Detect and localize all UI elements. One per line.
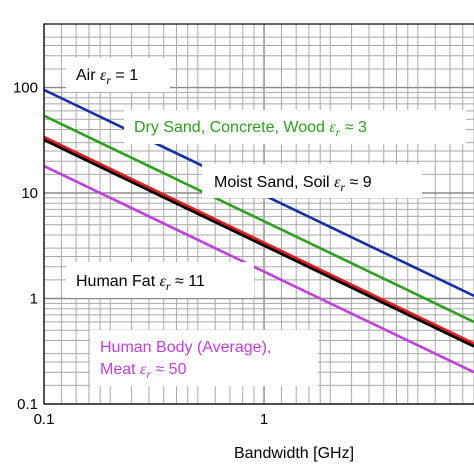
series-line-3 <box>44 135 474 345</box>
annot-box-air <box>66 58 170 92</box>
y-tick-label: 100 <box>13 80 38 97</box>
annot-drysand: Dry Sand, Concrete, Wood εr ≈ 3 <box>134 119 367 139</box>
tick-labels: 0.1 1 0.1 1 10 100 <box>13 80 268 428</box>
y-tick-label: 0.1 <box>17 396 38 413</box>
series-lines <box>44 88 474 374</box>
annot-moist: Moist Sand, Soil εr ≈ 9 <box>214 174 372 194</box>
x-tick-label: 1 <box>260 411 268 428</box>
annot-body-line2: Meat εr ≈ 50 <box>100 361 187 381</box>
y-tick-label: 10 <box>21 185 38 202</box>
y-tick-label: 1 <box>30 291 38 308</box>
annot-box-drysand <box>124 110 466 144</box>
x-axis-label: Bandwidth [GHz] <box>234 445 354 462</box>
annotation-boxes <box>66 58 466 386</box>
plot-frame <box>43 23 474 405</box>
annot-air: Air εr = 1 <box>76 67 138 87</box>
annot-box-moist <box>202 164 422 198</box>
series-line-4 <box>44 164 474 374</box>
annot-box-fat <box>66 262 254 298</box>
annot-box-body <box>90 330 318 386</box>
series-line-1 <box>44 114 474 324</box>
annot-fat: Human Fat εr ≈ 11 <box>76 273 205 293</box>
annot-body-line1: Human Body (Average), <box>100 339 271 356</box>
series-line-2 <box>44 138 474 348</box>
x-tick-label: 0.1 <box>34 411 55 428</box>
